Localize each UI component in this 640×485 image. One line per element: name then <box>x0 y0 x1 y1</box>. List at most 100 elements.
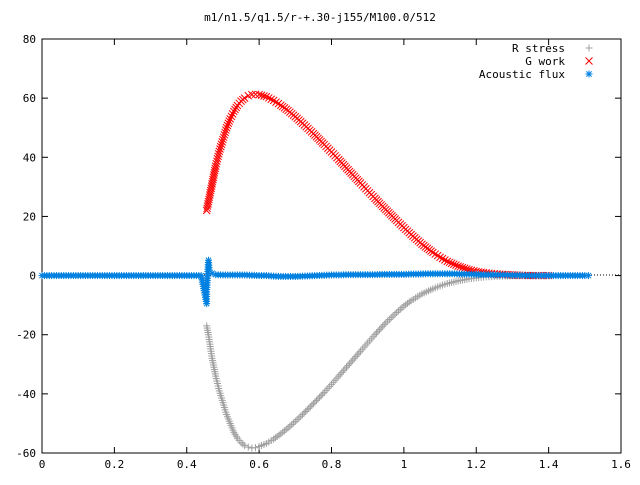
x-tick-label: 1.6 <box>611 458 631 471</box>
data-point <box>211 164 220 173</box>
data-point <box>344 361 352 369</box>
data-point <box>221 126 230 134</box>
data-point <box>273 432 281 440</box>
data-point <box>389 312 397 320</box>
data-point <box>215 147 224 156</box>
data-point <box>584 272 592 280</box>
data-point <box>239 440 247 448</box>
data-point <box>398 304 406 312</box>
data-point <box>223 121 232 130</box>
data-point <box>303 406 311 414</box>
data-point <box>458 263 467 272</box>
data-point <box>227 112 236 121</box>
data-point <box>428 248 437 257</box>
y-tick-label: -40 <box>16 388 36 401</box>
data-point <box>293 416 301 424</box>
data-point <box>214 152 222 161</box>
legend-label: G work <box>525 55 565 68</box>
x-tick-label: 1 <box>401 458 408 471</box>
data-point <box>372 329 380 337</box>
data-point <box>302 407 310 415</box>
data-point <box>212 159 221 168</box>
data-point <box>350 354 358 362</box>
data-point <box>352 353 360 361</box>
data-point <box>380 321 388 329</box>
data-point <box>291 417 299 425</box>
x-tick-label: 0.6 <box>249 458 269 471</box>
data-point <box>286 422 294 430</box>
data-point <box>379 322 387 330</box>
data-point <box>218 138 227 146</box>
data-point <box>376 326 384 334</box>
data-point <box>436 253 444 262</box>
y-tick-label: 80 <box>23 33 36 46</box>
data-point <box>385 315 393 323</box>
data-point <box>335 372 343 380</box>
data-point <box>277 430 285 438</box>
data-point <box>232 103 241 112</box>
data-point <box>252 444 260 452</box>
data-point <box>396 305 404 313</box>
data-point <box>341 365 349 373</box>
data-point <box>454 262 463 270</box>
legend-label: Acoustic flux <box>479 68 565 81</box>
data-point <box>237 439 245 447</box>
data-point <box>382 319 390 327</box>
data-point <box>431 250 440 258</box>
data-point <box>274 99 283 108</box>
data-point <box>371 331 379 339</box>
data-point <box>313 396 321 404</box>
data-point <box>300 409 308 417</box>
data-point <box>222 123 231 132</box>
y-tick-label: 40 <box>23 151 36 164</box>
data-point <box>346 360 354 368</box>
data-point <box>353 351 361 359</box>
data-point <box>297 412 305 420</box>
data-point <box>288 421 296 429</box>
legend-marker <box>585 57 593 65</box>
data-point <box>452 261 460 270</box>
data-point <box>393 309 401 317</box>
data-point <box>441 256 449 264</box>
data-point <box>314 395 322 403</box>
data-point <box>443 257 452 266</box>
data-point <box>394 307 402 315</box>
data-point <box>279 428 287 436</box>
data-point <box>405 298 413 306</box>
chart-title: m1/n1.5/q1.5/r-+.30-j155/M100.0/512 <box>204 11 436 24</box>
data-point <box>309 400 317 408</box>
data-point <box>290 419 298 427</box>
data-point <box>319 390 327 398</box>
data-point <box>241 442 249 450</box>
data-point <box>402 301 410 309</box>
data-point <box>284 424 292 432</box>
x-tick-label: 0.4 <box>177 458 197 471</box>
data-point <box>264 94 273 102</box>
data-point <box>257 91 266 100</box>
data-point <box>270 435 278 443</box>
data-marks <box>38 90 592 452</box>
data-point <box>317 392 325 400</box>
data-point <box>403 299 411 307</box>
data-point <box>260 92 268 100</box>
data-point <box>316 393 324 401</box>
data-point <box>251 90 260 99</box>
data-point <box>445 258 454 267</box>
data-point <box>377 324 385 332</box>
y-tick-label: 60 <box>23 92 36 105</box>
data-point <box>255 90 263 99</box>
data-point <box>338 369 346 377</box>
data-point <box>213 154 222 163</box>
data-point <box>213 157 221 166</box>
data-point <box>211 162 220 171</box>
plot-frame <box>41 38 622 454</box>
data-point <box>217 140 226 149</box>
data-point <box>384 317 392 325</box>
data-point <box>221 128 229 137</box>
data-point <box>248 90 256 99</box>
y-tick-label: 20 <box>23 210 36 223</box>
y-tick-label: 0 <box>29 270 36 283</box>
